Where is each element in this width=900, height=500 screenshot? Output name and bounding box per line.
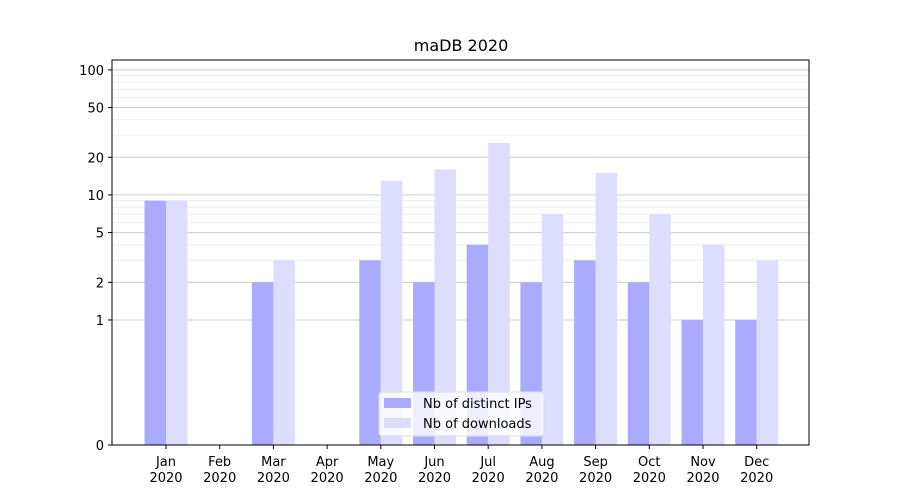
x-tick-label: Dec 2020	[740, 455, 773, 486]
x-tick-label: Sep 2020	[579, 455, 612, 486]
bar-downloads	[166, 200, 188, 445]
bar-distinct-ips	[627, 282, 650, 445]
bar-distinct-ips	[144, 200, 166, 445]
x-tick-label: Aug 2020	[525, 455, 558, 486]
y-tick-label: 10	[87, 189, 104, 204]
legend-label: Nb of distinct IPs	[423, 397, 532, 412]
bar-downloads	[595, 172, 618, 445]
legend-swatch	[384, 418, 411, 428]
bar-downloads	[649, 214, 671, 445]
x-tick-label: Jan 2020	[149, 455, 182, 486]
legend: Nb of distinct IPs Nb of downloads	[378, 391, 545, 437]
y-tick-label: 5	[96, 227, 104, 242]
y-tick-label: 20	[87, 151, 104, 166]
bar-distinct-ips	[735, 319, 757, 445]
y-tick-label: 50	[87, 102, 104, 117]
bar-downloads	[541, 214, 564, 445]
chart-title: maDB 2020	[414, 36, 509, 55]
bar-distinct-ips	[681, 319, 703, 445]
x-tick-label: May 2020	[364, 455, 397, 486]
x-tick-label: Mar 2020	[257, 455, 290, 486]
bar-downloads	[756, 260, 779, 445]
x-tick-label: Feb 2020	[203, 455, 236, 486]
bar-distinct-ips	[251, 282, 274, 445]
bar-downloads	[273, 260, 295, 445]
y-tick-label: 1	[96, 314, 104, 329]
bar-downloads	[434, 169, 456, 445]
x-tick-label: Oct 2020	[633, 455, 666, 486]
x-tick-label: Jul 2020	[472, 455, 505, 486]
x-tick-label: Jun 2020	[418, 455, 451, 486]
plot-frame	[111, 59, 810, 446]
legend-swatch	[384, 398, 411, 408]
bar-downloads	[703, 244, 725, 445]
x-tick-label: Nov 2020	[686, 455, 719, 486]
bar-downloads	[380, 180, 403, 445]
x-tick-label: Apr 2020	[311, 455, 344, 486]
bar-downloads	[488, 143, 510, 445]
legend-label: Nb of downloads	[423, 417, 532, 432]
legend-box	[378, 391, 545, 437]
y-axis: 0 1 2 5 10 20 50 100	[79, 64, 112, 454]
y-tick-label: 0	[96, 439, 104, 454]
y-tick-label: 2	[96, 276, 104, 291]
bars	[144, 143, 779, 445]
bar-distinct-ips	[574, 260, 596, 445]
x-axis: Jan 2020 Feb 2020 Mar 2020 Apr 2020 May 2020 Jun 20…	[149, 445, 773, 486]
y-tick-label: 100	[79, 64, 104, 79]
bar-distinct-ips	[359, 260, 381, 445]
